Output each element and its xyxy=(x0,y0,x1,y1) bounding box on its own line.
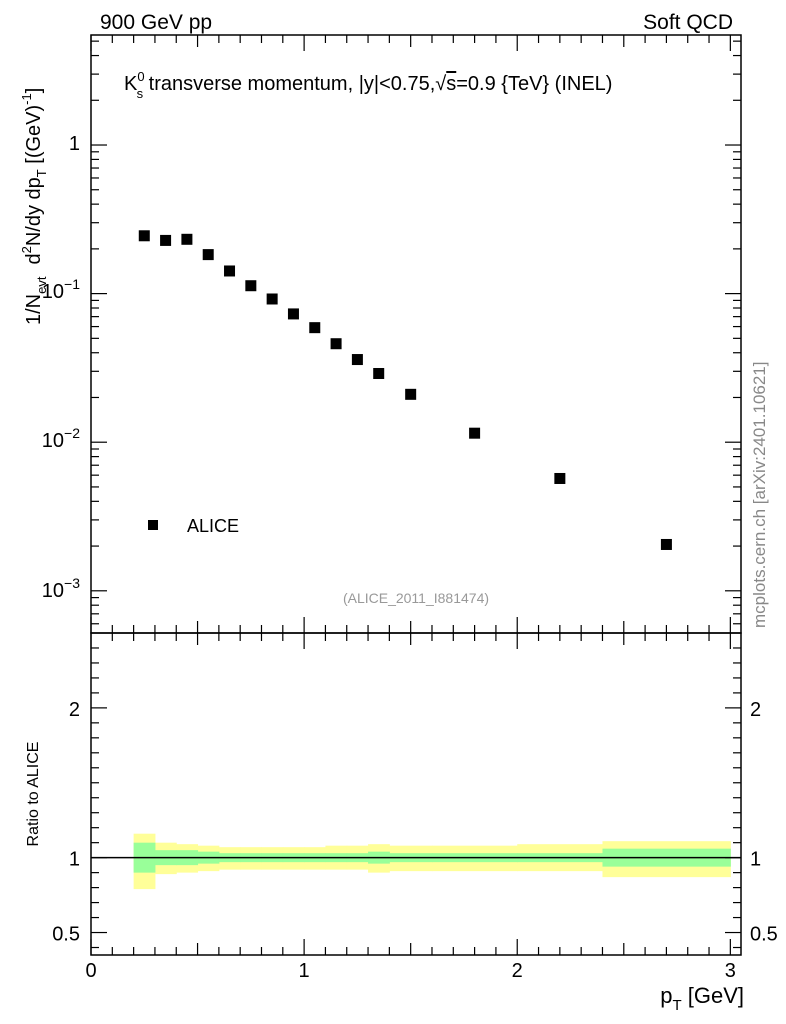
data-point xyxy=(373,367,385,379)
main-data-markers xyxy=(138,230,672,550)
ratio-ytick-label-left: 1 xyxy=(69,849,80,871)
main-ytick-label-0.1: 10−1 xyxy=(42,276,80,303)
data-point xyxy=(181,233,193,245)
xtick-label: 0 xyxy=(85,960,96,982)
header-left: 900 GeV pp xyxy=(100,11,212,34)
data-point xyxy=(309,322,321,334)
main-panel-frame xyxy=(90,34,742,634)
xtick-label: 3 xyxy=(725,960,736,982)
ratio-ytick-label-right: 0.5 xyxy=(750,924,778,946)
data-point xyxy=(245,280,257,292)
main-axis-ticks xyxy=(90,35,741,633)
data-point xyxy=(405,388,417,400)
main-title: K0 s transverse momentum, |y|<0.75,√s=0.9… xyxy=(124,69,612,101)
data-point xyxy=(266,293,278,305)
main-ytick-label-1: 1 xyxy=(69,133,80,155)
legend-label: ALICE xyxy=(187,516,239,536)
header-right: Soft QCD xyxy=(643,11,733,34)
data-point xyxy=(351,354,363,366)
ratio-axis-ticks xyxy=(90,633,741,955)
data-point xyxy=(202,249,214,261)
side-watermark: mcplots.cern.ch [arXiv:2401.10621] xyxy=(750,362,769,628)
main-ytick-label-0.01: 10−2 xyxy=(42,425,80,452)
xtick-label: 2 xyxy=(512,960,523,982)
ratio-ytick-label-left: 2 xyxy=(69,699,80,721)
legend-marker xyxy=(148,520,158,530)
data-point xyxy=(287,308,299,320)
data-point xyxy=(330,338,342,350)
main-y-axis-label: 1/Nevtd2N/dy dpT [(GeV)-1] xyxy=(19,88,49,325)
data-point xyxy=(554,472,566,484)
main-ytick-label-0.001: 10−3 xyxy=(42,575,80,602)
ratio-ytick-label-right: 2 xyxy=(750,699,761,721)
data-point xyxy=(160,234,172,246)
main-y-tick-labels: 1 10−1 10−2 10−3 xyxy=(42,133,80,602)
x-tick-labels: 0 1 2 3 xyxy=(85,960,735,982)
ratio-uncertainty-bands xyxy=(133,833,731,890)
ratio-panel-frame xyxy=(90,632,742,956)
xtick-label: 1 xyxy=(299,960,310,982)
data-point xyxy=(138,230,150,242)
data-point xyxy=(660,538,672,550)
x-axis-label: pT [GeV] xyxy=(660,983,744,1014)
ratio-ytick-label-left: 0.5 xyxy=(52,924,80,946)
ratio-y-axis-label: Ratio to ALICE xyxy=(25,742,42,847)
data-point xyxy=(469,427,481,439)
data-point xyxy=(224,265,236,277)
ratio-y-tick-labels: 0.5 0.5 1 1 2 2 xyxy=(52,699,778,946)
ratio-ytick-label-right: 1 xyxy=(750,849,761,871)
analysis-id: (ALICE_2011_I881474) xyxy=(343,590,489,606)
